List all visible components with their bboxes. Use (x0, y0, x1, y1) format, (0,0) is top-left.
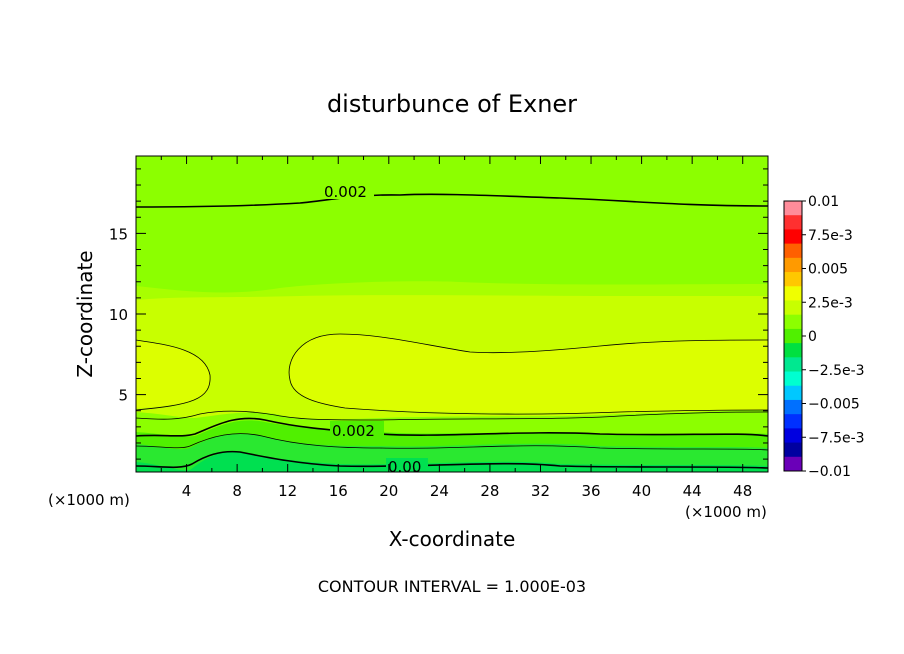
colorbar-label: 2.5e-3 (808, 295, 853, 311)
contour-label: 0.002 (332, 422, 375, 440)
colorbar-swatch (784, 357, 802, 373)
colorbar-label: −7.5e-3 (808, 430, 865, 446)
colorbar-label: 0.01 (808, 194, 839, 210)
y-axis-ticks: 5 10 15 (109, 168, 768, 460)
contour-lower-thin-1 (135, 410, 769, 421)
contour-max-left (135, 339, 211, 411)
x-tick-label: 40 (632, 482, 651, 500)
colorbar-swatch (784, 257, 802, 273)
colorbar-swatch (784, 215, 802, 230)
colorbar-swatch (784, 428, 802, 444)
x-tick-label: 24 (430, 482, 449, 500)
colorbar-label: −0.005 (808, 397, 860, 413)
field-max-right (289, 334, 768, 413)
colorbar-swatch (784, 229, 802, 245)
x-axis-label: X-coordinate (389, 527, 516, 551)
colorbar-label: −0.01 (808, 464, 851, 480)
colorbar-swatch (784, 314, 802, 330)
y-tick-label: 10 (109, 306, 128, 324)
x-tick-label: 8 (232, 482, 242, 500)
contour-max-right (288, 333, 769, 415)
field-max-left (136, 340, 211, 408)
x-tick-label: 20 (379, 482, 398, 500)
colorbar-label: 7.5e-3 (808, 228, 853, 244)
x-tick-label: 32 (531, 482, 550, 500)
x-tick-label: 12 (278, 482, 297, 500)
contour-interval-note: CONTOUR INTERVAL = 1.000E-03 (318, 577, 586, 596)
colorbar-label: −2.5e-3 (808, 363, 865, 379)
chart-title: disturbunce of Exner (327, 90, 577, 118)
x-tick-label: 48 (733, 482, 752, 500)
colorbar-swatch (784, 328, 802, 344)
y-tick-label: 5 (118, 387, 128, 405)
colorbar-swatch (784, 442, 802, 458)
colorbar-swatch (784, 286, 802, 301)
y-tick-label: 15 (109, 225, 128, 243)
colorbar-swatch (784, 456, 802, 472)
colorbar-swatch (784, 201, 802, 216)
x-axis-unit: (×1000 m) (685, 503, 767, 521)
contour-label: 0.00 (388, 458, 421, 476)
colorbar-swatch (784, 343, 802, 358)
x-tick-label: 36 (581, 482, 600, 500)
contour-lines (135, 193, 769, 469)
colorbar: 0.01 7.5e-3 0.005 2.5e-3 0 −2.5e-3 −0.005 −7.5e… (783, 194, 865, 480)
contour-label: 0.002 (324, 183, 367, 201)
y-axis-label: Z-coordinate (73, 250, 97, 377)
x-axis-ticks: 4 8 12 16 20 24 28 32 36 40 44 48 (160, 156, 752, 500)
colorbar-swatch (784, 371, 802, 387)
colorbar-swatch (784, 414, 802, 429)
colorbar-swatch (784, 385, 802, 401)
contour-labels: 0.002 0.002 0.00 (324, 183, 428, 476)
colorbar-label: 0.005 (808, 262, 848, 278)
contour-lower-0.00 (135, 450, 769, 469)
colorbar-swatch (784, 300, 802, 316)
contour-upper-0.002 (135, 193, 769, 208)
colorbar-swatch (784, 243, 802, 259)
x-tick-label: 16 (329, 482, 348, 500)
y-axis-unit: (×1000 m) (48, 491, 130, 509)
x-tick-label: 44 (683, 482, 702, 500)
colorbar-swatch (784, 272, 802, 287)
colorbar-label: 0 (808, 329, 817, 345)
colorbar-swatch (784, 399, 802, 415)
x-tick-label: 4 (182, 482, 192, 500)
contour-lower-thin-2 (135, 433, 769, 451)
x-tick-label: 28 (480, 482, 499, 500)
